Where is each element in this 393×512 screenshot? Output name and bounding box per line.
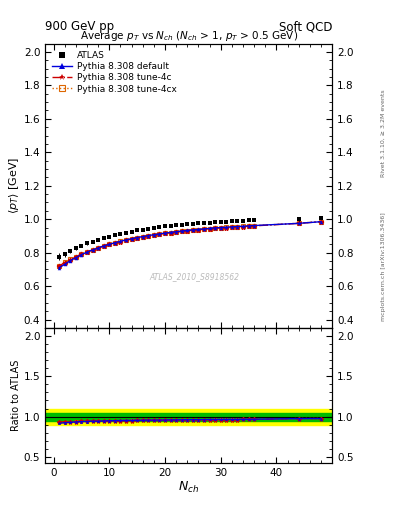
Text: Soft QCD: Soft QCD <box>279 20 332 33</box>
Text: 900 GeV pp: 900 GeV pp <box>45 20 114 33</box>
Text: Rivet 3.1.10, ≥ 3.2M events: Rivet 3.1.10, ≥ 3.2M events <box>381 89 386 177</box>
Y-axis label: $\langle p_T \rangle$ [GeV]: $\langle p_T \rangle$ [GeV] <box>7 157 21 215</box>
Legend: ATLAS, Pythia 8.308 default, Pythia 8.308 tune-4c, Pythia 8.308 tune-4cx: ATLAS, Pythia 8.308 default, Pythia 8.30… <box>50 48 179 96</box>
Text: ATLAS_2010_S8918562: ATLAS_2010_S8918562 <box>149 272 239 281</box>
Text: mcplots.cern.ch [arXiv:1306.3436]: mcplots.cern.ch [arXiv:1306.3436] <box>381 212 386 321</box>
X-axis label: $N_{ch}$: $N_{ch}$ <box>178 480 199 495</box>
Y-axis label: Ratio to ATLAS: Ratio to ATLAS <box>11 360 21 431</box>
Title: Average $p_T$ vs $N_{ch}$ ($N_{ch}$ > 1, $p_T$ > 0.5 GeV): Average $p_T$ vs $N_{ch}$ ($N_{ch}$ > 1,… <box>79 29 298 44</box>
